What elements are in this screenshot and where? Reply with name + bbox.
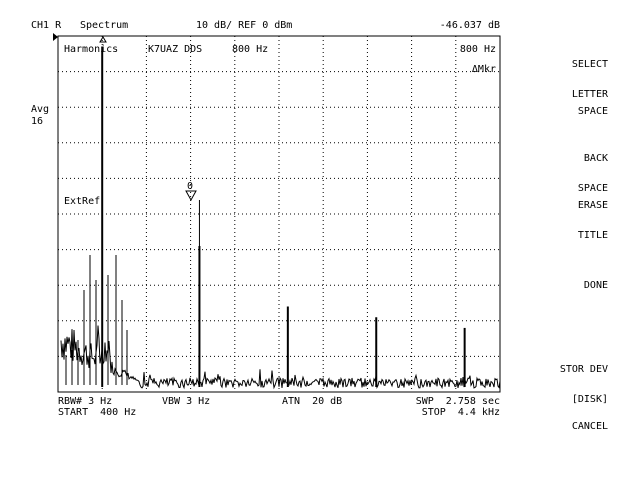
softkey-done[interactable]: DONE xyxy=(584,261,608,301)
plot-title: Harmonics xyxy=(64,44,119,55)
softkey-label: SPACE xyxy=(577,106,608,117)
softkey-label: STOR DEV xyxy=(559,364,608,375)
softkey-label: LETTER xyxy=(571,89,608,100)
softkey-label: CANCEL xyxy=(571,421,608,432)
marker-number: 0 xyxy=(187,181,194,192)
softkey-label: [DISK] xyxy=(571,394,608,405)
softkey-label: TITLE xyxy=(577,230,608,241)
softkey-select-letter[interactable]: SELECT LETTER xyxy=(572,40,608,110)
softkey-label: BACK xyxy=(583,153,608,164)
frequency-label: 800 Hz xyxy=(232,44,269,55)
callsign-label: K7UAZ DDS xyxy=(148,44,203,55)
softkey-label: DONE xyxy=(583,280,608,291)
avg-label: Avg xyxy=(31,104,50,115)
graticule xyxy=(58,36,500,392)
attenuation-label: ATN 20 dB xyxy=(282,396,343,407)
sweep-time-label: SWP 2.758 sec xyxy=(415,396,500,407)
softkey-space[interactable]: SPACE xyxy=(578,87,608,127)
mode-label: Spectrum xyxy=(80,20,129,31)
softkey-erase-title[interactable]: ERASE TITLE xyxy=(578,181,608,251)
marker-frequency: 800 Hz xyxy=(459,44,496,55)
ext-ref-label: ExtRef xyxy=(64,196,101,207)
vbw-label: VBW 3 Hz xyxy=(162,396,211,407)
plot-frame xyxy=(57,35,501,393)
channel-label: CH1 R xyxy=(31,20,62,31)
softkey-back-space[interactable]: BACK SPACE xyxy=(578,134,608,204)
harmonic-peaks xyxy=(65,46,466,387)
rbw-label: RBW# 3 Hz xyxy=(58,396,113,407)
ref-marker-icon xyxy=(99,36,107,43)
softkey-label: SELECT xyxy=(571,59,608,70)
spectrum-trace xyxy=(60,325,501,390)
softkey-label: SPACE xyxy=(577,183,608,194)
softkey-label: ERASE xyxy=(577,200,608,211)
left-ref-arrow-icon xyxy=(53,33,58,41)
softkey-cancel[interactable]: CANCEL xyxy=(572,402,608,442)
marker-triangle-icon xyxy=(185,190,197,202)
softkey-store-device[interactable]: STOR DEV [DISK] xyxy=(560,345,608,415)
delta-marker-label: ΔMkr xyxy=(471,64,496,75)
scale-label: 10 dB/ REF 0 dBm xyxy=(196,20,293,31)
start-frequency: START 400 Hz xyxy=(58,407,137,418)
avg-value: 16 xyxy=(31,116,44,127)
marker-readout: -46.037 dB xyxy=(439,20,500,31)
stop-frequency: STOP 4.4 kHz xyxy=(421,407,500,418)
